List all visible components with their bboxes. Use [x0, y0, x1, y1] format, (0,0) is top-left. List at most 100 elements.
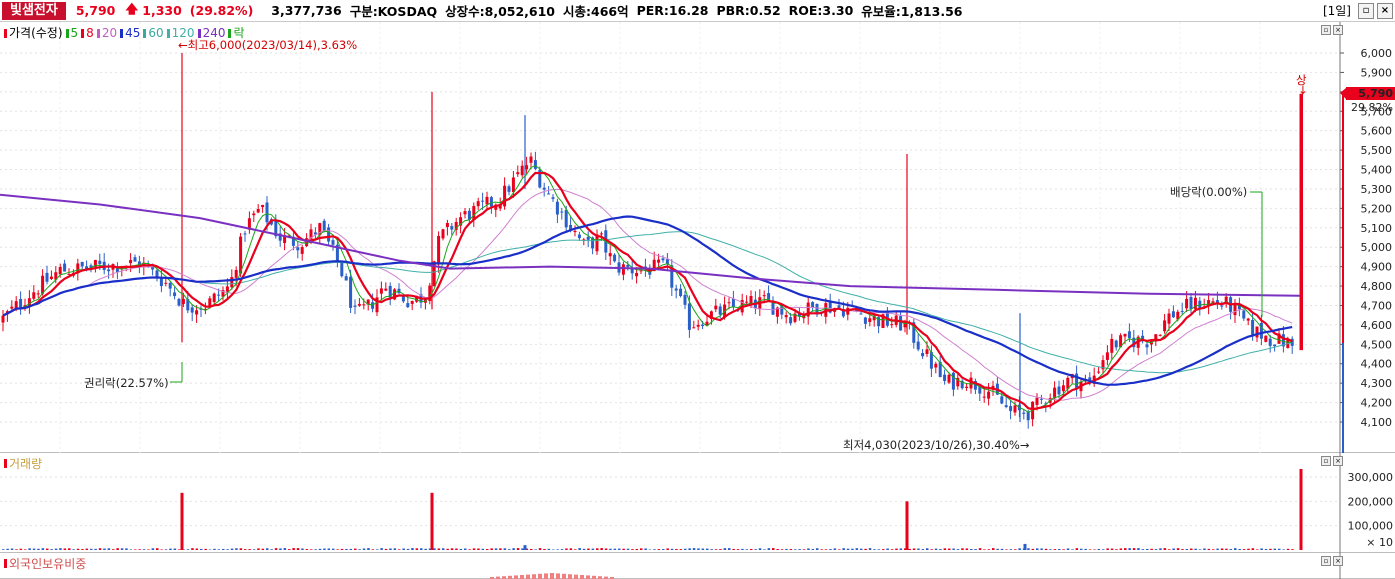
- upper-limit-marker: 상: [1296, 73, 1307, 87]
- price-tag-bg: [1346, 87, 1395, 100]
- candle-body: [80, 261, 84, 267]
- volume-bar: [248, 549, 251, 550]
- volume-bar: [345, 548, 348, 550]
- volume-bar: [868, 548, 872, 550]
- volume-bar: [1146, 548, 1149, 550]
- volume-chart-panel[interactable]: 300,000 200,000 100,000 × 10 거래량 ▫ ×: [0, 453, 1395, 553]
- volume-bar: [644, 548, 647, 550]
- volume-bar: [732, 548, 735, 550]
- candle-body: [335, 244, 339, 262]
- foreign-ownership-panel[interactable]: 외국인보유비중 ▫ ×: [0, 553, 1395, 579]
- candle-body: [674, 288, 678, 291]
- candle-body: [489, 197, 493, 207]
- volume-bar: [772, 548, 775, 550]
- volume-bar: [160, 549, 163, 550]
- legend-ma-1: 8: [81, 26, 94, 40]
- candle-body: [362, 304, 366, 306]
- candle-body: [208, 298, 212, 308]
- candle-body: [749, 295, 753, 304]
- candle-body: [613, 254, 617, 262]
- volume-bar: [332, 548, 335, 550]
- close-icon[interactable]: ×: [1377, 2, 1393, 19]
- vol-tick-label: 300,000: [1348, 471, 1394, 484]
- candle-body: [450, 226, 454, 230]
- candle-body: [1167, 313, 1171, 324]
- y-tick-label: 5,200: [1361, 202, 1393, 215]
- volume-bar: [578, 548, 581, 550]
- volume-bar: [1220, 548, 1224, 550]
- volume-bar: [129, 549, 133, 550]
- volume-bar: [939, 549, 942, 550]
- panel-close-icon[interactable]: ×: [1333, 456, 1343, 466]
- volume-bar: [842, 548, 845, 550]
- volume-bar: [380, 548, 383, 550]
- low-annotation: 최저4,030(2023/10/26),30.40%→: [843, 438, 1030, 452]
- volume-bar: [1286, 548, 1290, 550]
- foreign-bar: [568, 574, 572, 579]
- volume-bar: [1088, 549, 1092, 550]
- candle-body: [1039, 398, 1043, 400]
- volume-bar: [340, 548, 344, 550]
- legend-ma-label: 8: [86, 26, 94, 40]
- foreign-bar: [508, 575, 512, 579]
- period-selector[interactable]: [1일]: [1322, 4, 1351, 18]
- legend-color-icon: [120, 29, 124, 38]
- panel-maximize-icon[interactable]: ▫: [1321, 456, 1331, 466]
- panel-maximize-icon[interactable]: ▫: [1321, 25, 1331, 35]
- volume-bar: [503, 548, 507, 550]
- volume-bar: [358, 549, 361, 550]
- candle-body: [168, 282, 172, 289]
- candle-body: [903, 321, 907, 328]
- volume-bar: [1247, 548, 1250, 550]
- candle-body: [1053, 387, 1057, 399]
- candle-body: [481, 200, 485, 202]
- volume-bar: [1181, 549, 1184, 550]
- volume-bar: [1190, 548, 1193, 550]
- volume-bar: [820, 549, 823, 550]
- candle-body: [14, 301, 18, 310]
- volume-bar: [186, 549, 190, 550]
- candle-body: [212, 293, 216, 302]
- candle-body: [217, 294, 221, 296]
- candle-body: [965, 386, 969, 388]
- candle-body: [1088, 377, 1092, 381]
- stock-name[interactable]: 빛샘전자: [2, 1, 66, 20]
- candle-body: [1193, 297, 1197, 309]
- candle-body: [406, 303, 410, 308]
- volume-bar: [1141, 549, 1145, 550]
- volume-bar: [741, 548, 744, 550]
- volume-bar: [1009, 549, 1013, 550]
- candle-body: [683, 294, 687, 305]
- candle-body: [428, 285, 432, 301]
- candle-body: [221, 290, 225, 297]
- price-chart-panel[interactable]: 6,0005,9005,8005,7005,6005,5005,4005,300…: [0, 22, 1395, 453]
- volume-bar: [618, 548, 621, 550]
- price-chart[interactable]: 6,0005,9005,8005,7005,6005,5005,4005,300…: [0, 22, 1395, 453]
- volume-bar: [1207, 548, 1211, 550]
- ma-45-line: [2, 215, 1293, 386]
- candle-body: [195, 310, 199, 315]
- volume-chart[interactable]: 300,000 200,000 100,000 × 10: [0, 453, 1395, 553]
- volume-bar: [785, 548, 788, 550]
- volume-bar: [789, 549, 793, 550]
- candle-body: [1211, 301, 1215, 304]
- volume-bar: [701, 548, 705, 550]
- volume-bar: [824, 549, 828, 550]
- volume-bar: [1185, 549, 1189, 550]
- y-tick-label: 4,100: [1361, 416, 1393, 429]
- upper-limit-arrow: ↓: [1298, 83, 1308, 97]
- y-tick-label: 4,700: [1361, 299, 1393, 312]
- volume-bar: [1014, 549, 1017, 550]
- volume-bar: [684, 548, 687, 550]
- panel-close-icon[interactable]: ×: [1333, 556, 1343, 566]
- volume-bar: [103, 548, 106, 550]
- candle-body: [1215, 300, 1219, 305]
- restore-icon[interactable]: ▫: [1358, 2, 1374, 19]
- panel-maximize-icon[interactable]: ▫: [1321, 556, 1331, 566]
- volume-bar: [125, 548, 128, 550]
- panel-close-icon[interactable]: ×: [1333, 25, 1343, 35]
- candle-body: [58, 267, 62, 275]
- candle-body: [1277, 333, 1281, 344]
- volume-bar: [433, 548, 436, 550]
- volume-bar: [688, 548, 691, 550]
